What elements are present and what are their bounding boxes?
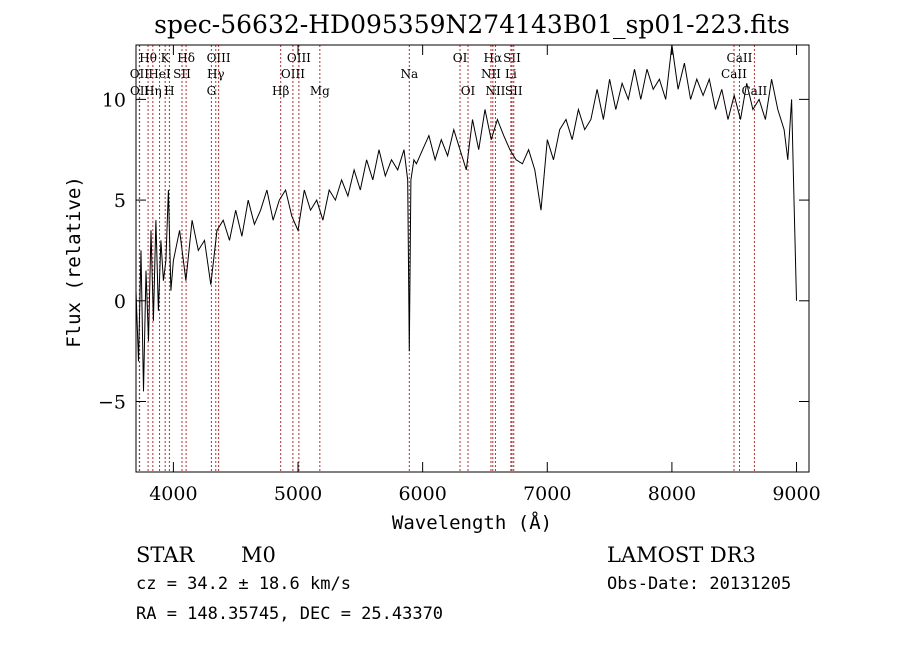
- y-axis-title: Flux (relative): [63, 176, 85, 348]
- line-label-17: OI: [453, 51, 468, 65]
- line-label-16: Na: [400, 67, 418, 81]
- flux-line: [135, 44, 797, 392]
- x-axis-title: Wavelength (Å): [392, 511, 552, 534]
- line-label-15: Mg: [310, 84, 330, 98]
- plot-frame: [135, 44, 810, 473]
- line-label-13: OIII: [287, 51, 311, 65]
- line-label-25: CaII: [727, 51, 753, 65]
- object-class: STAR: [136, 543, 195, 567]
- line-label-21: NII: [485, 84, 505, 98]
- x-axis-ticks: 4000 5000 6000 7000 8000 9000: [149, 45, 821, 505]
- object-subclass: M0: [241, 543, 276, 567]
- line-label-3: K: [161, 51, 171, 65]
- line-label-23: Li: [505, 67, 517, 81]
- x-tick-label-5: 9000: [772, 483, 820, 505]
- flux-series: [135, 44, 797, 392]
- line-label-0: Hθ: [139, 51, 157, 65]
- line-label-20: NII: [481, 67, 501, 81]
- line-label-18: OI: [461, 84, 476, 98]
- observation-date: Obs-Date: 20131205: [607, 574, 791, 594]
- line-label-10: Hγ: [207, 67, 225, 81]
- line-label-4: H: [164, 84, 174, 98]
- chart-title: spec-56632-HD095359N274143B01_sp01-223.f…: [154, 10, 790, 39]
- x-tick-label-3: 7000: [523, 483, 571, 505]
- line-label-9: OIII: [207, 51, 231, 65]
- line-label-12: Hβ: [272, 84, 289, 98]
- line-label-22: SII: [503, 51, 521, 65]
- redshift-cz: cz = 34.2 ± 18.6 km/s: [136, 574, 351, 594]
- survey-label: LAMOST DR3: [607, 543, 756, 567]
- line-label-19: Hα: [484, 51, 503, 65]
- line-label-14: OIII: [281, 67, 305, 81]
- line-label-5: Hη: [144, 84, 162, 98]
- y-axis-ticks: −5 0 5 10: [98, 89, 809, 414]
- y-tick-label-2: 5: [114, 190, 126, 212]
- line-label-2: OII: [130, 84, 150, 98]
- line-label-11: G: [207, 84, 217, 98]
- y-tick-label-0: −5: [98, 392, 126, 414]
- y-tick-label-3: 10: [102, 89, 126, 111]
- x-tick-label-2: 6000: [398, 483, 446, 505]
- x-tick-label-1: 5000: [274, 483, 322, 505]
- coordinates: RA = 148.35745, DEC = 25.43370: [136, 604, 443, 624]
- x-tick-label-4: 8000: [648, 483, 696, 505]
- line-label-8: Hδ: [177, 51, 195, 65]
- y-tick-label-1: 0: [114, 291, 126, 313]
- line-label-7: SII: [173, 67, 191, 81]
- line-label-26: CaII: [721, 67, 747, 81]
- line-label-6: HeI: [148, 67, 171, 81]
- line-label-24: SII: [505, 84, 523, 98]
- x-tick-label-0: 4000: [149, 483, 197, 505]
